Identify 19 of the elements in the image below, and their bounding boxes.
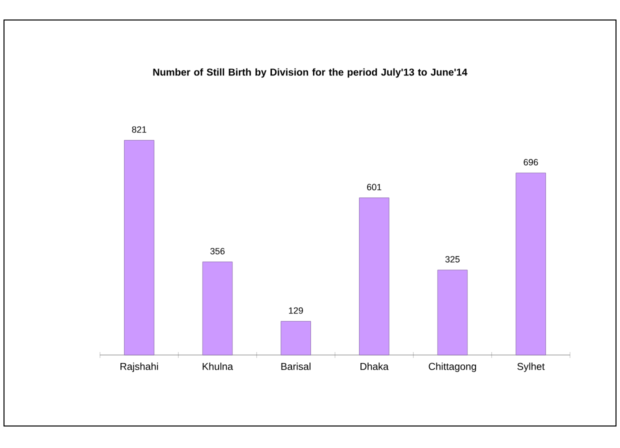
data-label: 821 [132,126,146,133]
x-tick-label: Rajshahi [120,362,158,372]
bar [359,198,390,356]
x-tick-label: Khulna [202,362,234,370]
x-tick-label: Barisal [281,362,310,370]
bar [124,140,154,356]
bar [437,270,468,356]
bar [280,321,311,356]
data-label: 325 [445,256,460,262]
data-label: 129 [289,307,303,314]
data-label: 601 [367,184,382,190]
data-label: 696 [524,159,538,166]
bar [516,172,546,356]
chart-title: Number of Still Birth by Division for the period July'13 to June'14 [153,68,468,78]
x-tick-label: Dhaka [360,362,389,370]
x-tick-label: Chittagong [428,362,476,372]
data-label: 356 [210,248,225,254]
x-tick-label: Sylhet [517,362,545,372]
bar [202,262,233,356]
